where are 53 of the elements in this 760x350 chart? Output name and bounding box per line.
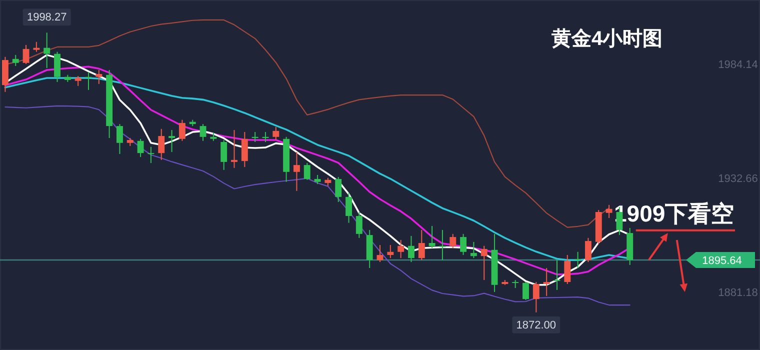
candlestick [54,51,60,82]
extreme-label: 1998.27 [22,8,71,26]
text: 黄金4小时图 [550,28,663,50]
candlestick [293,151,300,192]
candlestick [272,126,280,140]
candlestick [574,251,582,269]
candlestick [231,130,238,168]
candlestick [428,225,436,248]
candlestick [470,241,477,259]
annotation: 1872.00 [516,319,556,332]
y-tick-label: 1932.66 [718,172,758,185]
candlestick [460,233,467,256]
candlestick [96,70,102,84]
candlestick [252,132,258,142]
candlestick [346,192,352,224]
extreme-label: 1872.00 [512,316,560,334]
candlestick [158,128,165,160]
candlestick [554,260,560,290]
candlestick [439,229,446,261]
candlestick [33,41,40,52]
candlestick [200,124,206,142]
candlestick [12,54,19,67]
candlestick [408,235,414,263]
candlestick [387,244,394,259]
candlestick [220,140,228,170]
candlestick [418,229,425,261]
candlestick [606,204,612,218]
ref-line-label: 1895.64 [702,254,742,267]
candlestick [241,132,248,168]
candlestick [148,146,154,164]
candlestick [304,162,310,180]
candlestick [480,245,488,280]
candlestick [137,138,144,158]
candlestick [356,211,362,238]
candlestick [168,130,176,152]
candlestick [376,244,384,263]
candlestick [398,239,404,259]
candlestick [178,119,186,142]
candlestick [22,44,30,65]
y-tick-label: 1881.18 [718,287,758,300]
candlestick [314,174,321,185]
candlestick [543,268,550,296]
candlestick [522,281,529,300]
annotation: 1998.27 [26,12,67,24]
candlestick [584,237,592,263]
y-tick-label: 1984.14 [718,58,758,71]
candlestick [450,233,456,248]
candlestick [335,176,342,203]
candlestick [564,254,571,284]
candlestick [116,124,123,154]
candlestick [532,281,540,313]
candlestick [44,32,50,69]
candlestick [74,75,82,86]
